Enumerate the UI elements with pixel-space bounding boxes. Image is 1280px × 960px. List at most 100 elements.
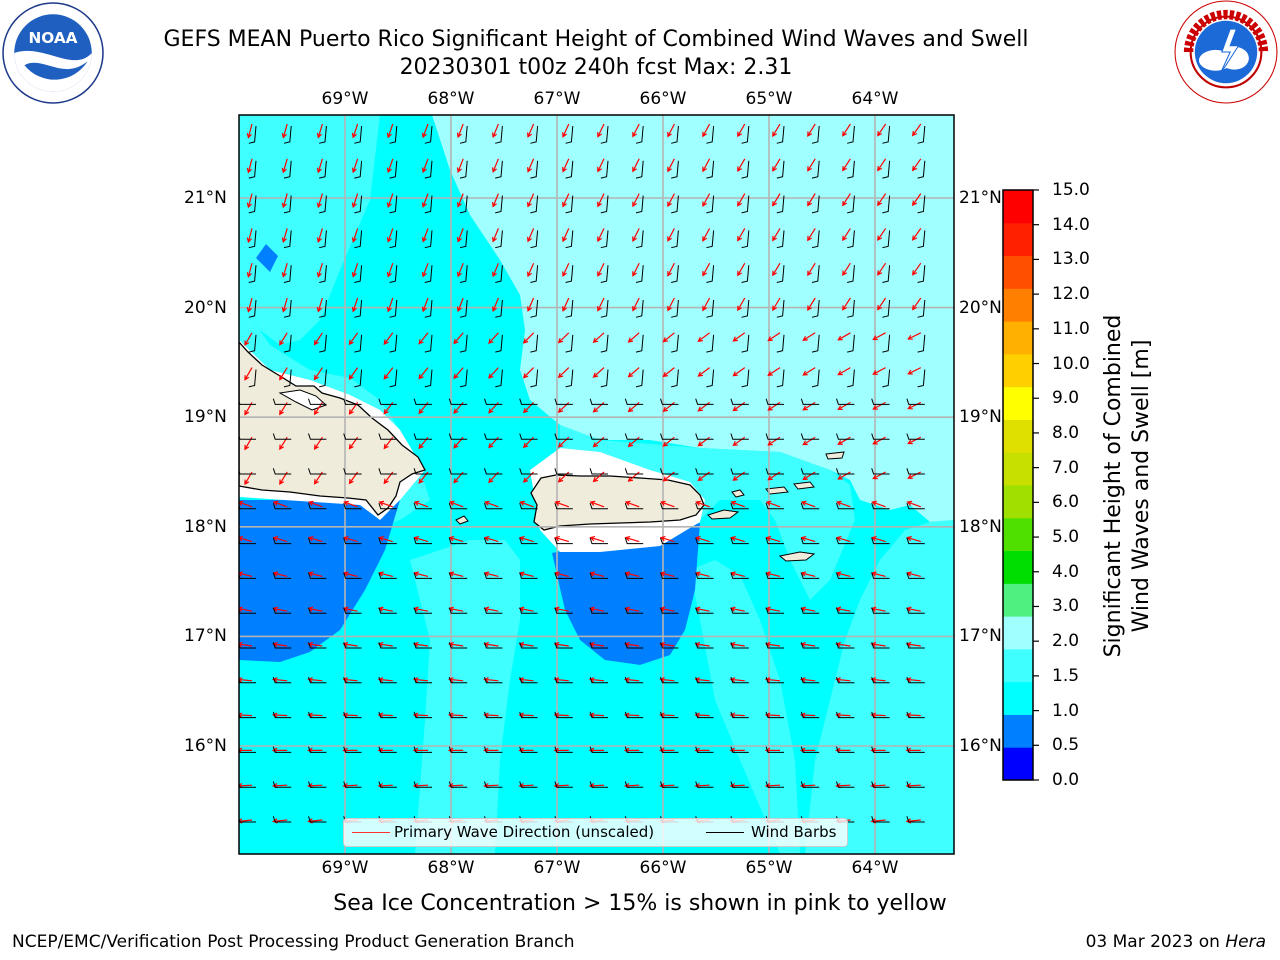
footer-date-text: 03 Mar 2023 on: [1085, 932, 1226, 952]
wind-barb: [378, 537, 397, 545]
wave-direction-arrow: [659, 712, 675, 718]
wave-direction-arrow: [412, 712, 429, 718]
wind-barb: [343, 711, 362, 719]
wave-direction-arrow: [835, 712, 851, 718]
svg-text:NOAA: NOAA: [28, 29, 77, 47]
wave-direction-arrow: [351, 297, 359, 313]
lon-tick-label: 65°W: [745, 89, 793, 109]
wave-direction-arrow: [871, 500, 886, 508]
wave-direction-arrow: [244, 367, 253, 381]
wind-barb: [765, 468, 784, 475]
wave-direction-arrow: [527, 158, 535, 173]
wind-barb: [882, 195, 891, 214]
wind-barb: [319, 265, 327, 283]
wind-barb: [871, 398, 890, 405]
lon-tick-label: 67°W: [533, 858, 581, 878]
wave-direction-arrow: [456, 158, 464, 173]
wind-barb: [272, 642, 292, 649]
wave-direction-arrow: [870, 818, 886, 824]
wave-direction-arrow: [694, 641, 710, 648]
wave-direction-arrow: [554, 500, 570, 508]
wind-barb: [730, 537, 749, 545]
wind-barb: [765, 607, 784, 614]
wind-barb: [378, 572, 397, 579]
wave-direction-arrow: [729, 712, 745, 718]
wind-barb: [906, 398, 925, 405]
wave-direction-arrow: [239, 712, 253, 718]
lon-tick-label: 69°W: [321, 858, 369, 878]
wind-barb: [308, 537, 327, 545]
wind-barb: [695, 502, 714, 510]
wind-barb: [272, 711, 292, 719]
wave-direction-arrow: [732, 436, 746, 447]
wind-barb: [308, 711, 327, 719]
wave-direction-arrow: [562, 193, 570, 208]
wave-direction-arrow: [378, 536, 393, 543]
wind-barb: [319, 195, 327, 214]
wave-direction-arrow: [483, 712, 499, 718]
wave-direction-arrow: [697, 367, 710, 377]
wave-direction-arrow: [239, 641, 253, 648]
culebra-island: [731, 489, 745, 498]
wind-barb: [565, 299, 574, 318]
wind-barb: [484, 642, 503, 649]
wave-direction-arrow: [767, 436, 781, 446]
wave-direction-arrow: [911, 193, 922, 207]
wave-direction-arrow: [627, 332, 640, 343]
wave-direction-arrow: [837, 436, 851, 445]
wave-direction-arrow: [835, 641, 851, 648]
wind-barb: [248, 195, 257, 214]
wind-barb: [248, 230, 257, 249]
wind-barb: [319, 334, 327, 353]
wind-barb: [424, 230, 433, 249]
colorbar-tick-label: 9.0: [1052, 388, 1080, 409]
wave-direction-arrow: [767, 332, 781, 342]
wave-direction-arrow: [412, 747, 428, 754]
wind-barb: [459, 160, 468, 179]
wind-barb: [847, 195, 855, 214]
wave-direction-arrow: [246, 193, 253, 209]
wave-direction-arrow: [694, 677, 710, 683]
wave-direction-arrow: [519, 536, 534, 543]
wave-direction-arrow: [623, 747, 640, 754]
wind-barb: [343, 537, 362, 545]
wave-direction-arrow: [807, 297, 816, 311]
wave-direction-arrow: [632, 262, 640, 277]
wind-barb: [239, 399, 256, 405]
wave-direction-arrow: [588, 747, 604, 754]
wind-barb: [635, 160, 644, 179]
wind-barb: [519, 676, 538, 684]
wind-barb: [589, 502, 608, 510]
wave-direction-arrow: [492, 123, 499, 139]
wave-direction-arrow: [377, 747, 393, 754]
wave-direction-arrow: [835, 536, 851, 543]
wave-direction-arrow: [244, 332, 253, 346]
wind-barb: [906, 433, 925, 440]
wave-direction-arrow: [562, 262, 570, 278]
wave-direction-arrow: [597, 228, 605, 243]
wave-direction-arrow: [492, 297, 499, 313]
wind-barb: [484, 746, 503, 753]
wind-barb: [308, 642, 327, 649]
wave-direction-arrow: [729, 677, 745, 683]
wave-direction-arrow: [246, 228, 253, 244]
wind-barb: [811, 334, 820, 353]
wind-barb: [706, 299, 715, 318]
lat-lon-grid: [239, 115, 954, 854]
wind-barb: [800, 711, 820, 719]
wind-barb: [776, 160, 785, 179]
colorbar-tick-label: 4.0: [1052, 561, 1080, 582]
wind-barb: [354, 125, 363, 144]
wave-direction-arrow: [239, 818, 253, 824]
wind-barb: [413, 433, 432, 440]
wave-direction-arrow: [413, 536, 429, 543]
wind-barb: [635, 369, 644, 388]
wave-direction-arrow: [342, 747, 358, 754]
wind-barb: [660, 502, 679, 510]
wave-direction-arrow: [905, 677, 921, 683]
wave-direction-arrow: [842, 158, 851, 172]
wind-barb: [589, 537, 608, 545]
wind-barb: [389, 195, 398, 214]
colorbar-tick-label: 14.0: [1052, 214, 1090, 235]
wind-barb: [660, 711, 679, 719]
